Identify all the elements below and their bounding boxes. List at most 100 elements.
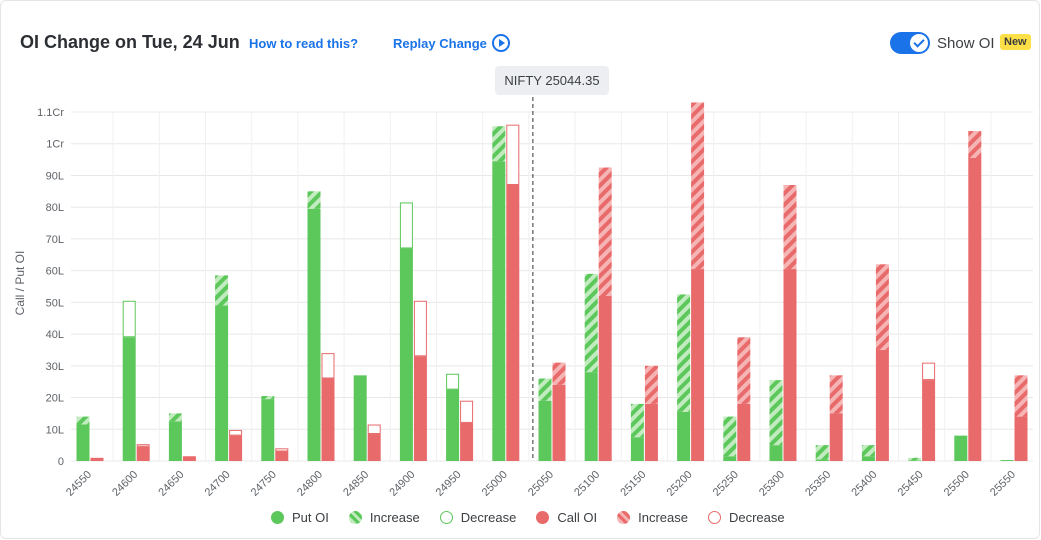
put-oi-bar <box>492 161 506 461</box>
call-oi-bar <box>275 451 289 461</box>
put-increase-bar <box>261 395 275 400</box>
put-increase-bar <box>492 126 506 162</box>
legend-item-put-solid[interactable]: Put OI <box>271 510 329 525</box>
chart-title: OI Change on Tue, 24 Jun <box>20 32 240 52</box>
put-increase-bar <box>630 403 644 438</box>
call-oi-bar <box>968 158 982 461</box>
call-oi-bar <box>829 413 843 461</box>
play-circle-icon[interactable] <box>492 34 510 52</box>
put-oi-bar <box>122 337 136 461</box>
check-icon <box>910 34 928 52</box>
spot-price-label: NIFTY 25044.35 <box>495 66 609 95</box>
legend-item-call-solid[interactable]: Call OI <box>536 510 597 525</box>
y-tick-label: 80L <box>46 202 64 214</box>
call-increase-bar <box>783 184 797 270</box>
legend-item-put-decrease[interactable]: Decrease <box>439 510 517 525</box>
call-increase-bar <box>829 375 843 414</box>
chart-legend: Put OI Increase Decrease Call OI Increase Dec… <box>271 510 805 525</box>
x-tick-label: 25250 <box>711 469 741 499</box>
put-increase-bar <box>215 275 229 306</box>
show-oi-label: Show OI <box>937 35 995 52</box>
x-tick-label: 25500 <box>942 469 972 499</box>
call-oi-bar <box>506 184 520 462</box>
put-increase-bar <box>76 416 90 425</box>
put-oi-bar <box>215 305 229 461</box>
call-oi-bar <box>460 422 474 461</box>
call-oi-bar <box>598 296 612 461</box>
call-increase-legend-icon <box>617 511 631 524</box>
put-oi-bar <box>261 399 275 461</box>
call-increase-bar <box>691 102 705 270</box>
put-oi-bar <box>630 437 644 461</box>
y-tick-label: 10L <box>46 424 64 436</box>
x-tick-label: 24900 <box>387 469 417 499</box>
legend-item-put-increase[interactable]: Increase <box>348 510 420 525</box>
put-increase-bar <box>307 191 321 209</box>
x-tick-label: 25150 <box>618 469 648 499</box>
put-increase-bar <box>538 378 552 401</box>
put-increase-bar <box>815 445 829 460</box>
call-increase-bar <box>875 264 889 350</box>
legend-label: Decrease <box>460 510 517 525</box>
y-tick-label: 0 <box>58 456 64 468</box>
y-tick-label: 20L <box>46 393 64 405</box>
x-tick-label: 25550 <box>988 469 1018 499</box>
put-solid-legend-icon <box>271 511 284 524</box>
legend-label: Put OI <box>292 510 329 525</box>
replay-change-link[interactable]: Replay Change <box>393 36 487 51</box>
put-oi-bar <box>399 248 413 461</box>
call-oi-bar <box>136 446 150 461</box>
put-oi-bar <box>908 460 922 461</box>
x-tick-label: 25450 <box>896 469 926 499</box>
call-increase-bar <box>968 131 982 159</box>
put-increase-legend-icon <box>348 511 362 524</box>
put-increase-bar <box>168 413 182 422</box>
call-increase-bar <box>598 167 612 297</box>
x-tick-label: 24700 <box>203 469 233 499</box>
put-decrease-bar <box>122 300 136 338</box>
how-to-read-link[interactable]: How to read this? <box>249 36 359 51</box>
put-oi-bar <box>538 400 552 461</box>
put-oi-bar <box>954 435 968 461</box>
put-oi-bar <box>76 424 90 461</box>
put-increase-bar <box>584 273 598 373</box>
call-oi-bar <box>413 356 427 461</box>
put-oi-bar <box>723 456 737 461</box>
x-tick-label: 25050 <box>526 469 556 499</box>
call-oi-bar <box>691 269 705 461</box>
put-increase-bar <box>908 457 922 461</box>
y-axis-label: Call / Put OI <box>13 251 27 316</box>
call-increase-bar <box>552 362 566 385</box>
call-oi-bar <box>783 269 797 461</box>
oi-bar-chart: 0 10L 20L 30L 40L 50L 60L 70L 80L 90L 1Cr 1.1Cr 2455… <box>13 97 1033 499</box>
call-decrease-bar <box>229 429 243 436</box>
call-decrease-bar <box>922 362 936 381</box>
x-tick-label: 25200 <box>665 469 695 499</box>
show-oi-toggle[interactable] <box>890 32 930 54</box>
call-oi-bar <box>875 349 889 461</box>
legend-item-call-increase[interactable]: Increase <box>617 510 688 525</box>
x-tick-label: 25300 <box>757 469 787 499</box>
x-tick-label: 24600 <box>110 469 140 499</box>
call-oi-bar <box>737 403 751 461</box>
legend-label: Decrease <box>728 510 785 525</box>
call-increase-bar <box>737 337 751 404</box>
call-decrease-bar <box>321 353 335 379</box>
call-decrease-legend-icon <box>707 511 721 524</box>
call-oi-bar <box>321 378 335 461</box>
call-oi-bar <box>922 380 936 461</box>
call-oi-bar <box>644 403 658 461</box>
x-tick-label: 24650 <box>156 469 186 499</box>
legend-item-call-decrease[interactable]: Decrease <box>707 510 785 525</box>
call-decrease-bar <box>413 300 427 357</box>
x-tick-label: 25400 <box>849 469 879 499</box>
put-increase-bar <box>861 445 875 457</box>
put-increase-bar <box>769 380 783 446</box>
new-badge: New <box>1000 34 1031 50</box>
call-increase-bar <box>1014 375 1028 417</box>
call-decrease-bar <box>275 448 289 452</box>
call-decrease-bar <box>506 124 520 185</box>
x-tick-label: 24800 <box>295 469 325 499</box>
x-tick-label: 25100 <box>572 469 602 499</box>
